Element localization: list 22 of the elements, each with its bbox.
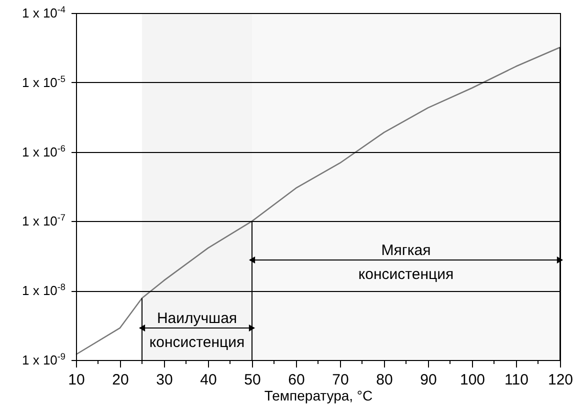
x-tick-label: 60 — [288, 372, 305, 388]
x-tick-label: 80 — [376, 372, 393, 388]
x-tick-label: 10 — [68, 372, 85, 388]
y-tick-label: 1 x 10$^{-6}$ — [22, 143, 66, 160]
line-series — [75, 46, 561, 356]
band-label: Наилучшая консистенция — [149, 310, 245, 351]
x-tick-label: 120 — [548, 372, 573, 388]
x-tick-label: 30 — [156, 372, 173, 388]
band-label: Мягкая консистенция — [358, 242, 454, 283]
x-tick-label: 70 — [332, 372, 349, 388]
x-tick-label: 110 — [504, 372, 528, 388]
y-tick-label: 1 x 10$^{-8}$ — [22, 282, 66, 298]
x-tick-label: 90 — [420, 372, 437, 388]
y-tick-label: 1 x 10$^{-4}$ — [22, 4, 66, 20]
x-tick-label: 100 — [460, 372, 486, 388]
y-tick-label: 1 x 10$^{-7}$ — [22, 212, 66, 229]
x-axis-title: Температура, °C — [264, 388, 373, 404]
y-tick-label: 1 x 10$^{-9}$ — [22, 352, 66, 368]
x-tick-label: 50 — [244, 372, 261, 388]
y-tick-label: 1 x 10$^{-5}$ — [22, 74, 66, 90]
x-tick-label: 40 — [200, 372, 217, 388]
x-tick-label: 20 — [112, 372, 129, 388]
